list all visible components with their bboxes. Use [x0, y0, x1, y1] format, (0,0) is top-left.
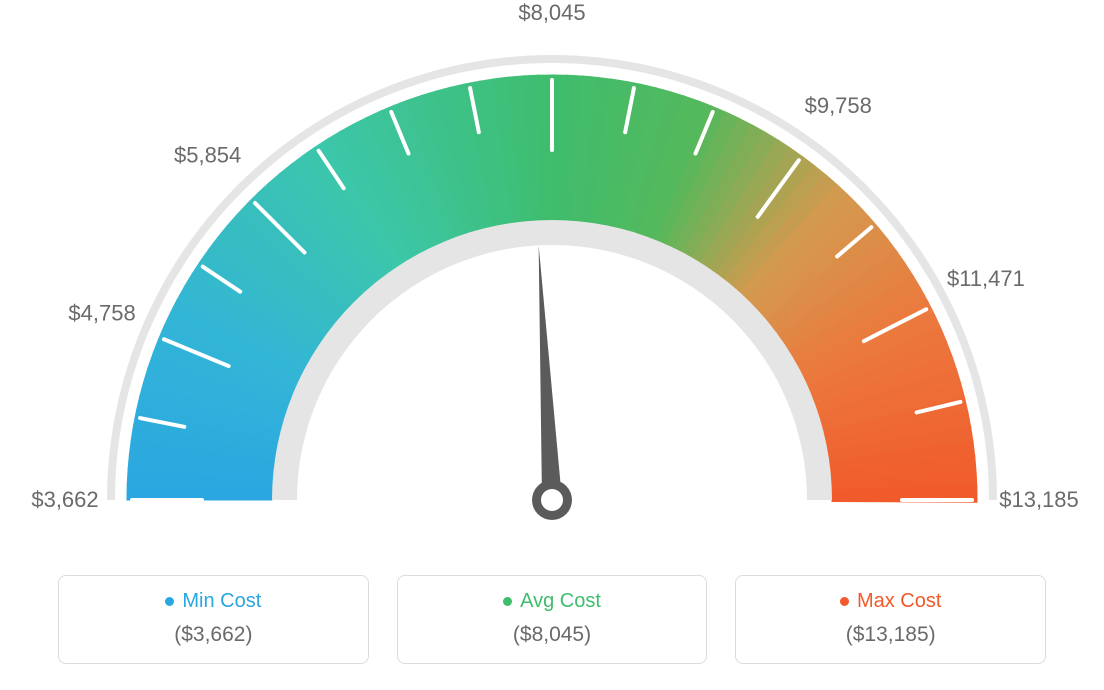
avg-cost-label: Avg Cost [520, 590, 601, 613]
svg-text:$9,758: $9,758 [805, 93, 872, 118]
svg-text:$5,854: $5,854 [174, 143, 241, 168]
summary-cards: Min Cost ($3,662) Avg Cost ($8,045) Max … [58, 575, 1046, 664]
svg-text:$8,045: $8,045 [518, 0, 585, 25]
min-cost-card: Min Cost ($3,662) [58, 575, 369, 664]
min-dot [165, 597, 174, 606]
svg-text:$11,471: $11,471 [947, 266, 1025, 291]
svg-text:$4,758: $4,758 [68, 301, 135, 326]
max-cost-label: Max Cost [857, 590, 941, 613]
avg-cost-card: Avg Cost ($8,045) [397, 575, 708, 664]
max-cost-value: ($13,185) [736, 623, 1045, 647]
min-cost-value: ($3,662) [59, 623, 368, 647]
svg-text:$13,185: $13,185 [999, 487, 1079, 512]
max-dot [840, 597, 849, 606]
avg-cost-value: ($8,045) [398, 623, 707, 647]
svg-text:$3,662: $3,662 [31, 487, 98, 512]
avg-dot [503, 597, 512, 606]
max-cost-card: Max Cost ($13,185) [735, 575, 1046, 664]
cost-gauge: $3,662 $4,758 $5,854 $8,045 $9,758 $11,471 $13… [0, 0, 1104, 560]
min-cost-label: Min Cost [182, 590, 261, 613]
